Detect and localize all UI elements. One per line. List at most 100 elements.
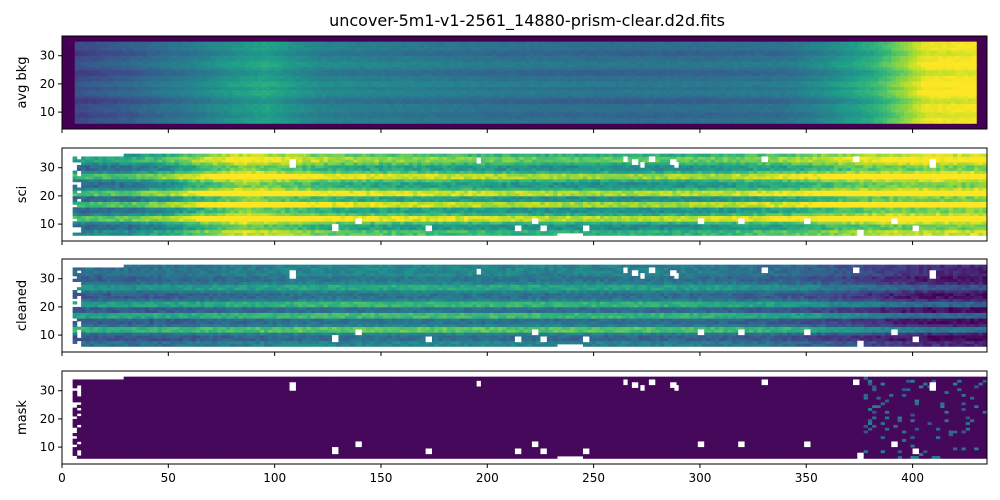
pixel <box>423 109 429 113</box>
pixel <box>665 117 671 121</box>
pixel <box>304 83 310 88</box>
pixel <box>763 83 769 88</box>
pixel <box>602 95 607 99</box>
pixel <box>551 92 556 96</box>
pixel <box>542 81 548 85</box>
pixel <box>478 95 484 99</box>
pixel <box>610 47 616 51</box>
pixel <box>198 58 203 62</box>
pixel <box>559 89 565 93</box>
pixel <box>500 86 505 90</box>
pixel <box>393 55 399 59</box>
pixel <box>576 64 582 68</box>
pixel <box>802 100 807 105</box>
pixel <box>419 75 424 79</box>
pixel <box>593 117 599 121</box>
pixel <box>559 41 565 45</box>
pixel <box>525 47 531 51</box>
pixel <box>559 50 565 54</box>
pixel <box>563 47 569 51</box>
pixel <box>542 117 548 121</box>
pixel <box>644 64 650 68</box>
pixel <box>329 58 335 62</box>
pixel <box>491 69 497 74</box>
pixel <box>193 72 199 76</box>
pixel <box>466 64 471 68</box>
pixel <box>308 58 314 62</box>
pixel <box>470 103 475 107</box>
pixel <box>759 106 765 110</box>
pixel <box>130 61 135 65</box>
pixel <box>763 50 769 54</box>
pixel <box>215 92 220 96</box>
pixel <box>147 44 152 48</box>
pixel <box>253 92 259 96</box>
pixel <box>491 89 497 93</box>
pixel <box>653 81 658 85</box>
pixel <box>759 52 765 57</box>
pixel <box>253 75 259 79</box>
pixel <box>304 98 310 102</box>
pixel <box>636 61 641 65</box>
pixel <box>661 78 667 82</box>
pixel <box>432 41 437 45</box>
pixel <box>657 47 663 51</box>
pixel <box>708 41 714 45</box>
pixel <box>181 72 186 76</box>
pixel <box>495 41 501 45</box>
pixel <box>117 58 122 62</box>
pixel <box>142 120 148 124</box>
pixel <box>767 109 773 113</box>
pixel <box>695 67 701 71</box>
pixel <box>602 52 607 57</box>
pixel <box>491 67 497 71</box>
pixel <box>134 86 139 90</box>
pixel <box>517 106 522 110</box>
pixel <box>376 120 382 124</box>
pixel <box>576 44 582 48</box>
pixel <box>704 112 709 116</box>
pixel <box>597 69 603 74</box>
pixel <box>687 89 692 93</box>
pixel <box>610 98 616 102</box>
pixel <box>121 50 127 54</box>
pixel <box>100 92 105 96</box>
pixel <box>538 98 543 102</box>
pixel <box>414 52 420 57</box>
pixel <box>308 83 314 88</box>
pixel <box>236 109 242 113</box>
pixel <box>181 52 186 57</box>
pixel <box>729 67 735 71</box>
pixel <box>670 75 675 79</box>
pixel <box>593 103 599 107</box>
pixel <box>733 103 739 107</box>
pixel <box>555 44 560 48</box>
pixel <box>325 72 331 76</box>
pixel <box>500 120 505 124</box>
pixel <box>414 98 420 102</box>
pixel <box>648 44 654 48</box>
pixel <box>155 98 161 102</box>
pixel <box>300 64 305 68</box>
pixel <box>665 95 671 99</box>
pixel <box>793 89 799 93</box>
pixel <box>164 120 169 124</box>
pixel <box>619 50 624 54</box>
pixel <box>130 100 135 105</box>
pixel <box>219 64 225 68</box>
pixel <box>168 83 173 88</box>
pixel <box>308 61 314 65</box>
pixel <box>159 75 165 79</box>
pixel <box>406 78 412 82</box>
pixel <box>780 64 786 68</box>
pixel <box>674 61 680 65</box>
pixel <box>236 92 242 96</box>
pixel <box>423 72 429 76</box>
pixel <box>363 114 369 119</box>
pixel <box>712 114 718 119</box>
pixel <box>295 67 301 71</box>
pixel <box>725 44 731 48</box>
pixel <box>432 83 437 88</box>
pixel <box>589 78 595 82</box>
pixel <box>125 114 131 119</box>
